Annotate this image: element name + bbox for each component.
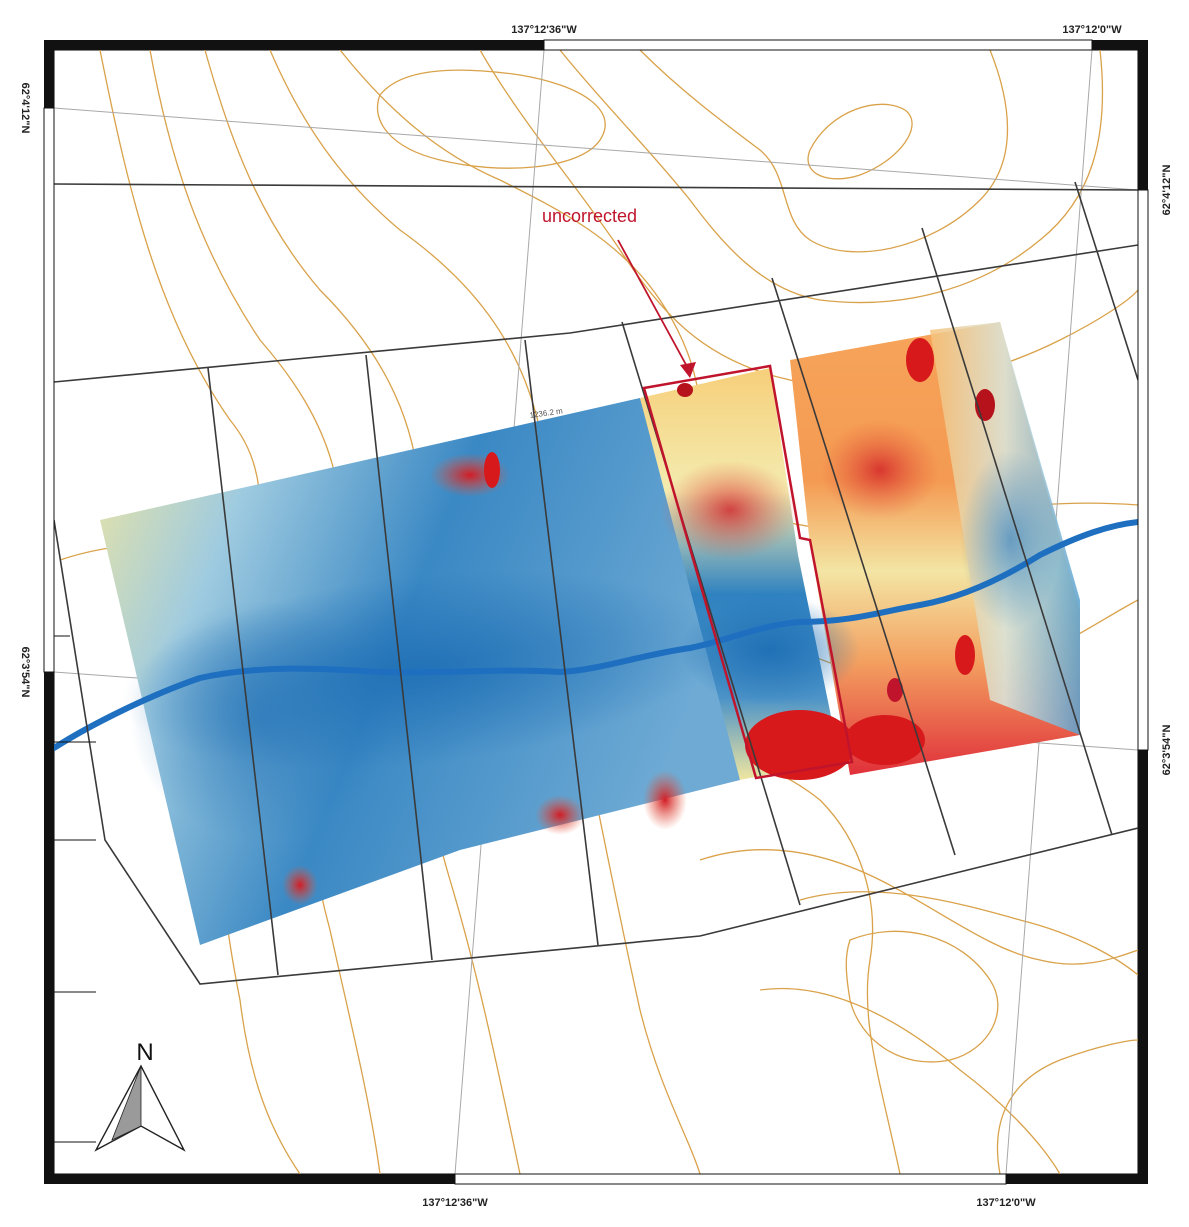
high-anomaly [906, 338, 934, 382]
coord-bottom-lon-1: 137°12'36"W [422, 1197, 488, 1209]
high-anomaly [484, 452, 500, 488]
frame-scale-bars [43, 39, 1149, 1185]
annotation-arrow [617, 239, 691, 373]
high-anomaly [660, 460, 800, 560]
grid-line [1074, 181, 1138, 381]
frame-bar [1138, 50, 1148, 190]
contour-line [759, 987, 1061, 1174]
frame-bar [44, 50, 54, 108]
coord-left-lat-2: 62°3'54"N [19, 647, 31, 698]
contour-line [807, 103, 913, 180]
annotation-arrowhead [680, 362, 696, 378]
frame-bar [44, 40, 544, 50]
low-anomaly [960, 450, 1060, 630]
frame-ticks [54, 635, 96, 1143]
coord-left-lat-1: 62°4'12"N [19, 83, 31, 134]
high-anomaly [282, 865, 318, 905]
low-anomaly [130, 600, 390, 840]
frame-bar [1092, 40, 1148, 50]
north-arrow: N [94, 1039, 186, 1152]
survey-grid [54, 181, 1138, 985]
coord-right-lat-2: 62°3'54"N [1161, 725, 1173, 776]
high-anomaly [677, 383, 693, 397]
contour-line [339, 50, 701, 471]
grid-line [207, 367, 279, 976]
frame-bar [44, 1174, 455, 1184]
grid-line [771, 277, 956, 856]
coord-top-lon-2: 137°12'0"W [1062, 24, 1122, 36]
grid-line [921, 227, 1113, 836]
contour-line [376, 69, 606, 169]
high-anomaly [887, 678, 903, 702]
grid-outline [54, 244, 1138, 383]
contour-line [639, 50, 1009, 253]
contour-line [996, 1039, 1138, 1174]
north-label: N [136, 1039, 153, 1066]
coord-right-lat-1: 62°4'12"N [1161, 165, 1173, 216]
frame-bar [1138, 750, 1148, 1174]
high-anomaly [535, 795, 585, 835]
contour-line [845, 930, 999, 1063]
frame-bar [543, 39, 1093, 51]
north-arrow-shade-icon [111, 1065, 142, 1141]
high-anomaly [955, 635, 975, 675]
frame-bar [454, 1173, 1007, 1185]
coord-bottom-lon-2: 137°12'0"W [976, 1197, 1036, 1209]
graticule-line [54, 107, 1138, 191]
high-anomaly [745, 710, 855, 780]
grid-line [54, 183, 1138, 191]
frame-bar [43, 107, 55, 673]
high-anomaly [820, 420, 940, 520]
annotation-label: uncorrected [542, 206, 637, 226]
grid-line [365, 354, 433, 961]
coord-top-lon-1: 137°12'36"W [511, 24, 577, 36]
uncorrected-area-outline [642, 364, 854, 780]
grid-line [524, 339, 599, 946]
frame-bar [1137, 189, 1149, 751]
frame-bar [1006, 1174, 1148, 1184]
grid-outline [54, 519, 1138, 985]
high-anomaly [845, 715, 925, 765]
contour-line [799, 891, 1138, 976]
high-anomaly [643, 770, 687, 830]
frame-bar [44, 672, 54, 1174]
stream-line [54, 519, 1138, 751]
